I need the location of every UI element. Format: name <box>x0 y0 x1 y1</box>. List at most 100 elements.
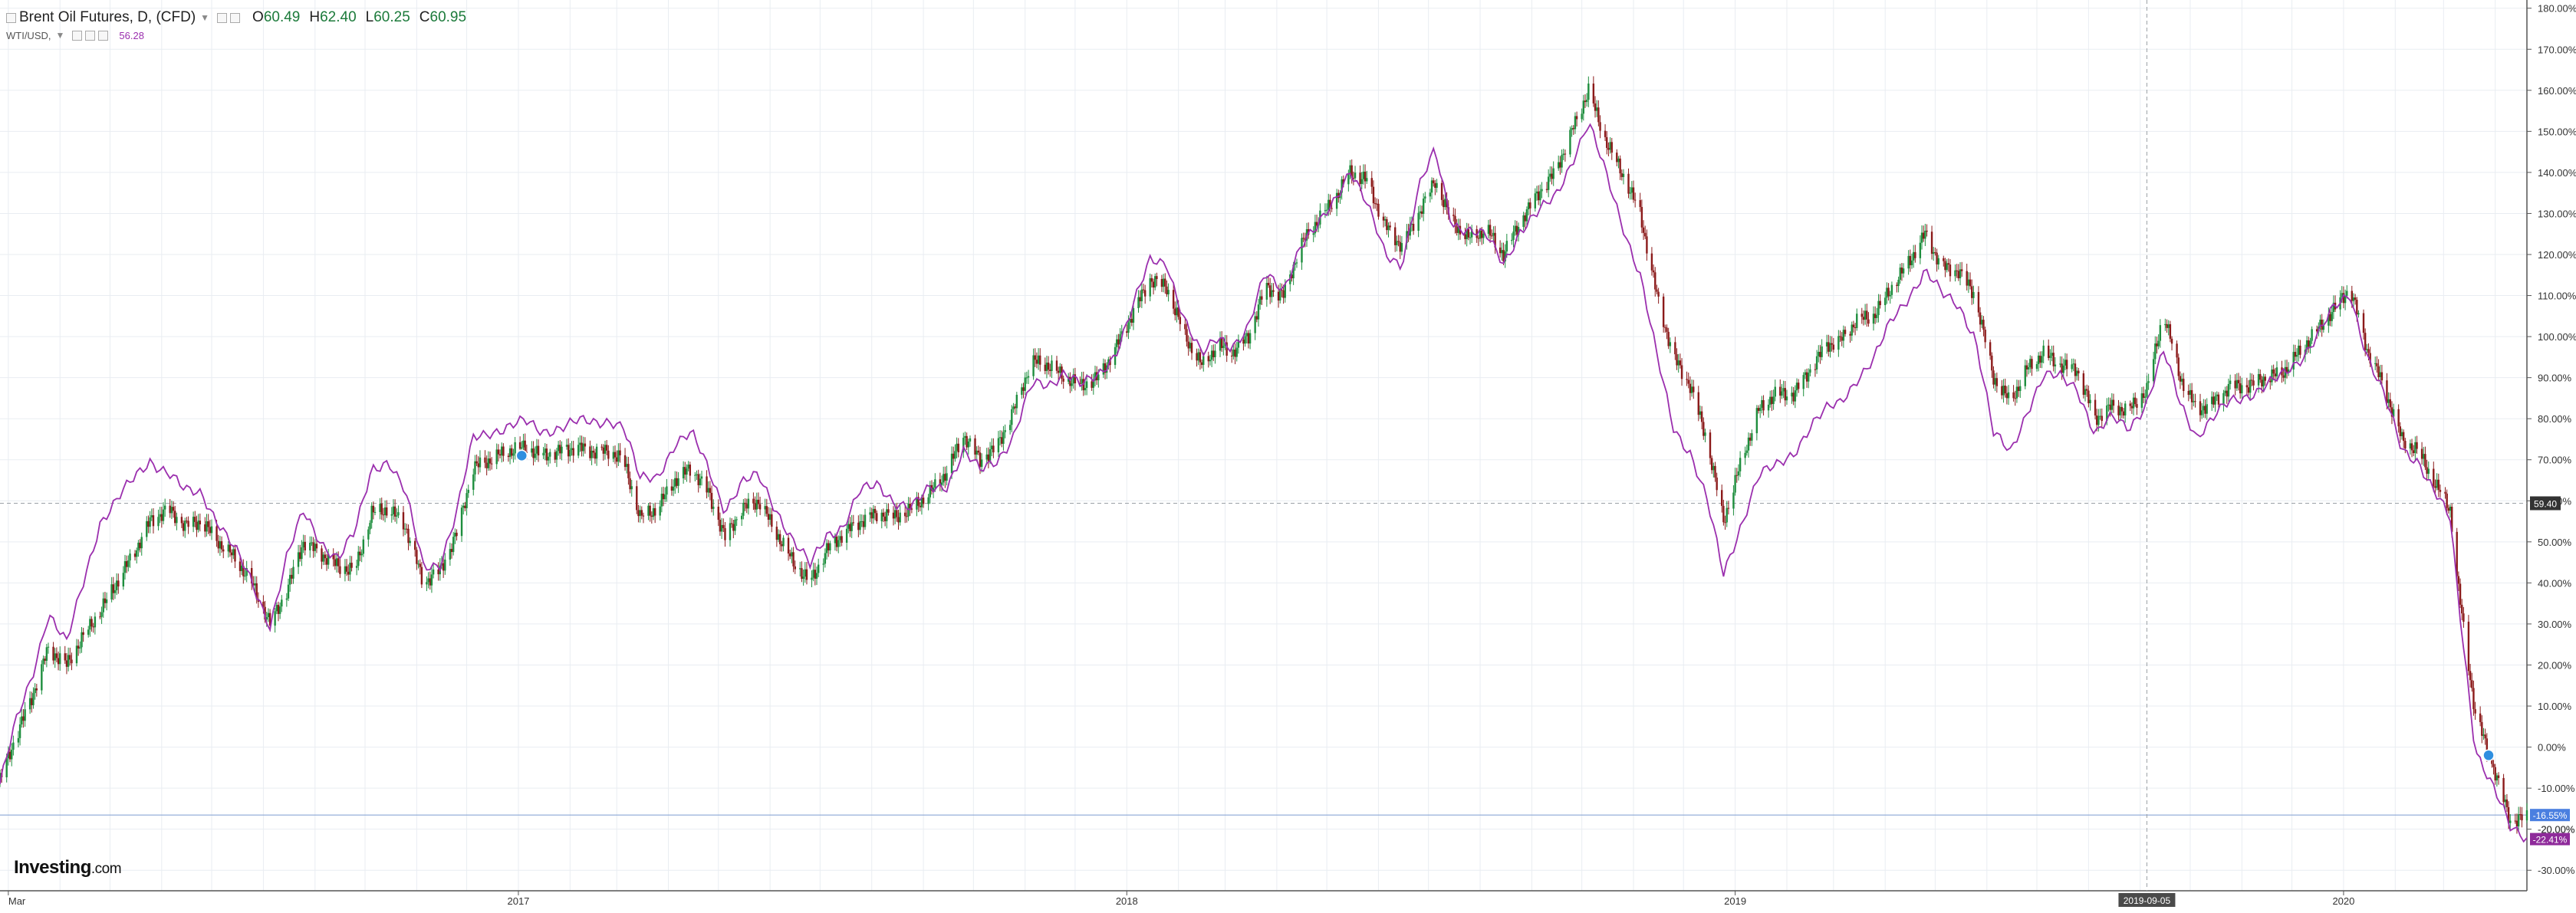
candle-body <box>719 520 722 532</box>
candle <box>2352 293 2355 307</box>
candle-body <box>1059 366 1061 373</box>
candle <box>1214 343 1216 364</box>
candle-body <box>1622 173 1625 177</box>
candle-body <box>1703 422 1705 436</box>
candle-body <box>2204 406 2206 414</box>
candle <box>1255 310 1258 323</box>
candle <box>839 530 841 547</box>
candle-body <box>501 446 503 456</box>
candle <box>2275 361 2278 381</box>
candle-body <box>146 521 148 537</box>
candle-body <box>582 443 584 452</box>
candle-body <box>841 536 843 544</box>
candle <box>1150 274 1153 287</box>
candle-body <box>2136 404 2138 408</box>
candle-body <box>1422 199 1425 214</box>
candle <box>403 523 406 536</box>
candle <box>1417 205 1420 238</box>
candle <box>1467 223 1470 241</box>
candle-body <box>1489 225 1492 236</box>
candle-body <box>1341 179 1343 193</box>
candle <box>2086 384 2088 397</box>
candle <box>2078 367 2080 381</box>
candle-body <box>1091 381 1093 388</box>
candle-body <box>1907 255 1910 269</box>
candle-body <box>1249 333 1252 344</box>
candle <box>1841 332 1843 346</box>
candle-body <box>992 445 995 453</box>
candle <box>1644 225 1647 239</box>
candle-body <box>849 524 851 531</box>
candle-body <box>674 478 676 487</box>
y-tick-label: 80.00% <box>2538 413 2572 425</box>
candle <box>2434 479 2436 495</box>
candle-body <box>1959 269 1962 278</box>
candle-body <box>123 561 127 573</box>
candle-body <box>929 484 932 498</box>
candle <box>2117 399 2120 420</box>
candle-body <box>815 573 818 579</box>
settings-square-icon[interactable] <box>85 30 96 41</box>
event-markers[interactable] <box>515 449 2495 762</box>
candle <box>2222 389 2225 412</box>
candle-body <box>2362 313 2365 333</box>
candle-body <box>2154 343 2157 360</box>
collapse-square-icon[interactable] <box>6 12 16 23</box>
candle <box>2305 336 2308 355</box>
y-tick-label: 70.00% <box>2538 455 2572 466</box>
candle-body <box>957 443 959 453</box>
collapse-square-icon[interactable] <box>72 30 83 41</box>
candle <box>489 452 492 471</box>
candle <box>1457 218 1459 241</box>
candle-body <box>1887 287 1890 297</box>
candle-body <box>852 522 855 524</box>
candle-body <box>2410 443 2413 451</box>
candle-body <box>909 504 911 509</box>
candle <box>1429 189 1432 203</box>
candle-body <box>34 688 36 694</box>
candle <box>2400 429 2403 440</box>
candle-body <box>607 450 610 459</box>
candle-body <box>35 688 38 691</box>
candle-body <box>886 509 888 521</box>
candle <box>220 536 223 553</box>
candle-body <box>2427 468 2430 475</box>
chevron-down-icon[interactable]: ▼ <box>200 12 210 23</box>
candle-body <box>64 653 66 661</box>
candle-body <box>1606 136 1608 148</box>
candle-body <box>390 514 393 516</box>
candle-body <box>1177 307 1179 317</box>
candle-body <box>87 629 90 635</box>
candle-body <box>967 441 969 448</box>
settings-square-icon[interactable] <box>217 12 228 23</box>
close-square-icon[interactable] <box>98 30 109 41</box>
candle-body <box>1160 278 1163 287</box>
candle <box>1436 179 1438 193</box>
candle <box>1890 281 1893 299</box>
close-square-icon[interactable] <box>230 12 241 23</box>
candle <box>1085 373 1088 396</box>
candle <box>2226 386 2228 404</box>
candle-body <box>1699 411 1702 415</box>
brent-candles[interactable] <box>0 76 2528 834</box>
candle <box>2071 358 2073 373</box>
candle <box>850 514 853 538</box>
candle-body <box>420 567 423 585</box>
candle-body <box>2374 363 2377 364</box>
candle-body <box>268 612 271 626</box>
candle <box>1909 249 1912 272</box>
chevron-down-icon[interactable]: ▼ <box>55 30 65 41</box>
candle <box>2176 340 2178 364</box>
candle-body <box>2107 404 2110 406</box>
candle-body <box>2515 820 2518 827</box>
candle <box>1501 242 1503 261</box>
wti-line[interactable] <box>0 123 2528 843</box>
candle-body <box>24 709 26 721</box>
candle-body <box>2287 369 2290 373</box>
candle-body <box>1189 343 1192 349</box>
candle-body <box>2369 353 2371 364</box>
candle-body <box>0 773 2 780</box>
candle-body <box>577 445 580 456</box>
